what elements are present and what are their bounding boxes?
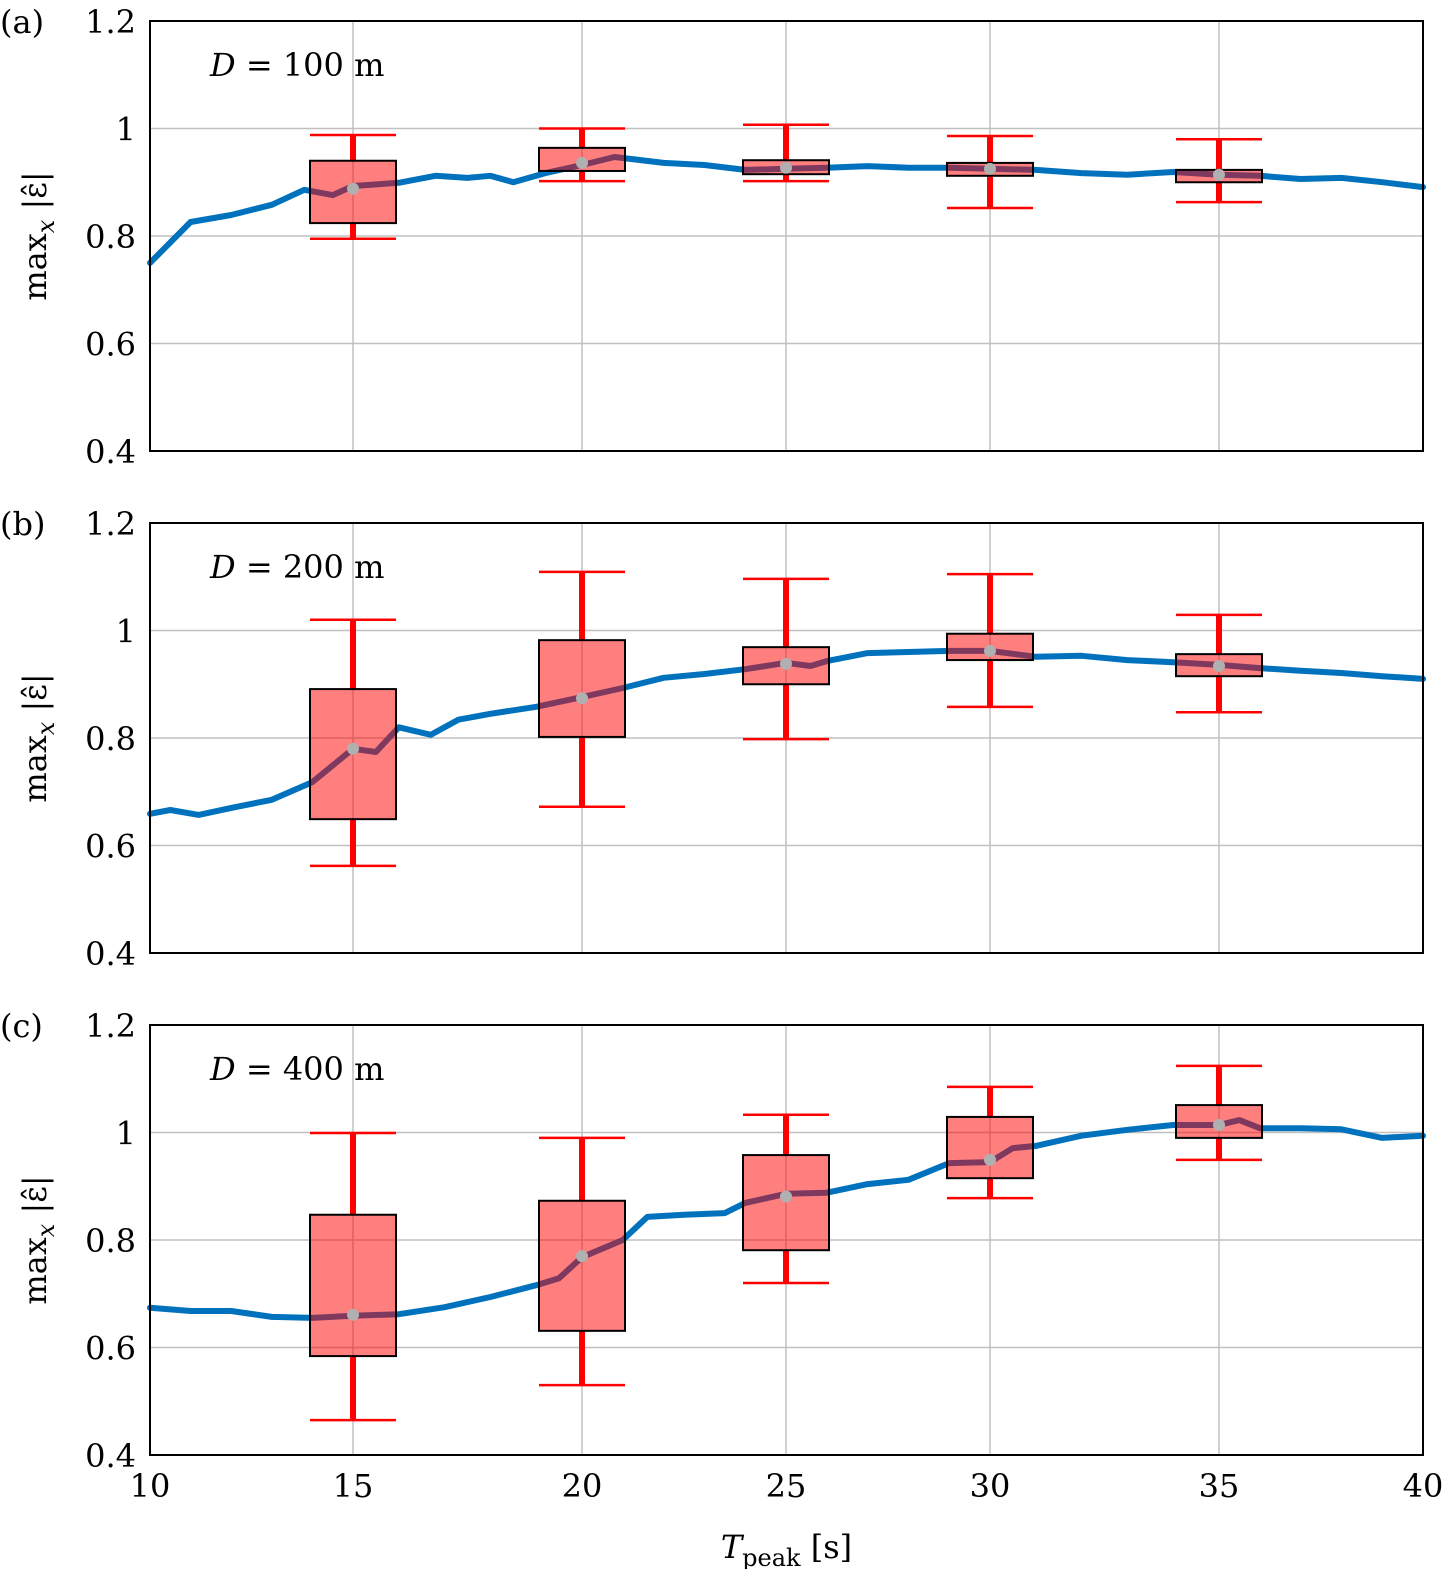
x-label-main: T [721, 1528, 745, 1566]
median-dot [780, 1190, 792, 1203]
box-15 [309, 1131, 397, 1422]
x-tick-label: 15 [333, 1467, 374, 1505]
box-iqr [538, 639, 626, 738]
median-dot [984, 1153, 996, 1166]
y-axis-label: maxx |ε̂| [16, 1175, 60, 1304]
x-label-sub: peak [742, 1544, 801, 1569]
median-dot [576, 156, 588, 169]
box-35 [1175, 613, 1263, 714]
y-tick-label: 0.4 [85, 433, 136, 471]
annotation-unit: m [344, 1050, 385, 1088]
y-tick-label: 1.2 [85, 505, 136, 543]
box-iqr [742, 1154, 830, 1252]
panel-c: 0.4 0.6 0.8 1 1.2 10 15 20 25 30 35 40 Tpeak [s] (c) D… [0, 1007, 1443, 1569]
y-tick-label: 0.6 [85, 828, 136, 866]
annotation-var: D [209, 46, 236, 84]
box-30 [946, 134, 1034, 210]
annotation: D = 200 m [209, 548, 384, 586]
box-iqr [309, 1213, 397, 1358]
y-label-sub: x [32, 1223, 60, 1237]
box-25 [742, 123, 830, 183]
panel-label: (b) [0, 505, 45, 543]
median-dot [347, 1308, 359, 1321]
median-dot [1213, 1118, 1225, 1131]
median-dot [984, 162, 996, 175]
x-tick-label: 30 [970, 1467, 1011, 1505]
box-iqr [946, 1115, 1034, 1180]
annotation: D = 100 m [209, 46, 384, 84]
panel-a: 0.4 0.6 0.8 1 1.2 (a) D = 100 m maxx |ε̂| [0, 3, 1426, 471]
annotation-var: D [209, 1050, 236, 1088]
box-15 [309, 618, 397, 868]
box-30 [946, 1085, 1034, 1200]
y-tick-label: 0.6 [85, 326, 136, 364]
axes-frame [149, 1024, 1424, 1456]
y-label-main: max [16, 1237, 54, 1304]
median-dot [780, 161, 792, 174]
box-25 [742, 577, 830, 741]
median-dot [347, 182, 359, 195]
y-axis-label: maxx |ε̂| [16, 171, 60, 300]
y-label-main: max [16, 735, 54, 802]
box-20 [538, 127, 626, 183]
x-label-rest: [s] [801, 1528, 853, 1566]
y-axis-label: maxx |ε̂| [16, 673, 60, 802]
y-tick-label: 1 [116, 613, 136, 651]
box-35 [1175, 138, 1263, 204]
panel-b: 0.4 0.6 0.8 1 1.2 (b) D = 200 m maxx |ε̂| [0, 505, 1426, 973]
median-dot [576, 692, 588, 705]
box-20 [538, 570, 626, 809]
y-tick-label: 1.2 [85, 1007, 136, 1045]
y-tick-label: 1.2 [85, 3, 136, 41]
median-dot [1213, 168, 1225, 181]
median-dot [1213, 659, 1225, 672]
y-tick-label: 0.4 [85, 1437, 136, 1475]
y-tick-label: 0.6 [85, 1330, 136, 1368]
panel-label: (a) [0, 3, 44, 41]
x-tick-label: 20 [562, 1467, 603, 1505]
box-20 [538, 1136, 626, 1387]
annotation-eq: = [236, 548, 283, 586]
y-tick-label: 1 [116, 111, 136, 149]
annotation-value: 400 [283, 1050, 344, 1088]
y-label-rest: |ε̂| [16, 673, 54, 721]
y-label-rest: |ε̂| [16, 1175, 54, 1223]
annotation-var: D [209, 548, 236, 586]
annotation: D = 400 m [209, 1050, 384, 1088]
annotation-value: 200 [283, 548, 344, 586]
y-label-sub: x [32, 219, 60, 233]
y-label-main: max [16, 233, 54, 300]
panel-label: (c) [0, 1007, 43, 1045]
annotation-eq: = [236, 46, 283, 84]
annotation-unit: m [344, 548, 385, 586]
median-dot [347, 742, 359, 755]
y-tick-label: 0.8 [85, 218, 136, 256]
box-35 [1175, 1064, 1263, 1162]
annotation-value: 100 [283, 46, 344, 84]
y-label-sub: x [32, 721, 60, 735]
x-tick-label: 40 [1403, 1467, 1444, 1505]
y-tick-label: 0.4 [85, 935, 136, 973]
median-dot [576, 1250, 588, 1263]
x-tick-label: 10 [130, 1467, 171, 1505]
box-25 [742, 1113, 830, 1285]
annotation-unit: m [344, 46, 385, 84]
y-label-rest: |ε̂| [16, 171, 54, 219]
y-tick-label: 0.8 [85, 1222, 136, 1260]
box-iqr [538, 1199, 626, 1332]
y-tick-label: 1 [116, 1115, 136, 1153]
x-tick-label: 35 [1199, 1467, 1240, 1505]
annotation-eq: = [236, 1050, 283, 1088]
x-tick-label: 25 [766, 1467, 807, 1505]
axes-frame [149, 522, 1424, 954]
box-30 [946, 572, 1034, 709]
box-15 [309, 133, 397, 240]
y-tick-label: 0.8 [85, 720, 136, 758]
median-dot [780, 657, 792, 670]
axes-frame [149, 20, 1424, 452]
median-dot [984, 644, 996, 657]
x-axis-label: Tpeak [s] [721, 1528, 852, 1569]
